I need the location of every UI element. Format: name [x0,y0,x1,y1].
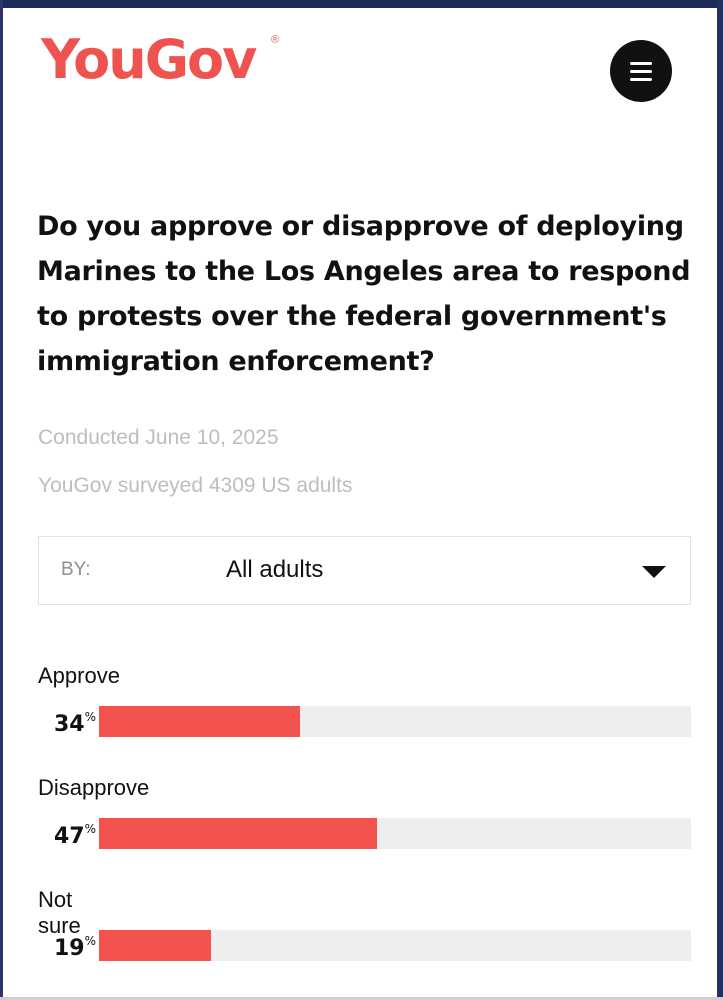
percent-value: 47 [53,824,85,849]
survey-date: Conducted June 10, 2025 [38,426,279,449]
survey-question: Do you approve or disapprove of deployin… [37,211,691,377]
result-bar-approve [99,706,301,737]
result-percent-disapprove: 47% [38,822,96,849]
filter-selected-value: All adults [226,556,324,583]
result-bar-disapprove [99,818,378,849]
menu-line [630,77,652,81]
result-bar-track-not-sure [99,930,691,961]
percent-unit: % [84,822,96,836]
result-label-approve: Approve [38,663,120,688]
percent-value: 34 [53,712,85,737]
result-bar-track-disapprove [99,818,691,849]
registered-mark: ® [271,34,280,46]
result-bar-track-approve [99,706,691,737]
window-right-edge [717,0,723,1000]
window-top-strip [0,0,723,8]
result-percent-not-sure: 19% [38,934,96,961]
result-bar-not-sure [99,930,212,961]
percent-unit: % [84,710,96,724]
chevron-down-icon[interactable] [642,566,666,578]
result-percent-approve: 34% [38,710,96,737]
window-left-edge [0,0,3,1000]
hamburger-menu-icon[interactable] [610,40,672,102]
window-bottom-edge [0,997,723,1000]
menu-line [630,69,652,73]
survey-sample: YouGov surveyed 4309 US adults [38,474,353,497]
menu-line [630,61,652,65]
percent-value: 19 [53,936,85,961]
yougov-logo[interactable]: YouGov [41,28,257,91]
survey-page: YouGov ® Do you approve or disapprove of… [3,8,717,1000]
audience-filter-dropdown[interactable]: BY: All adults [38,536,691,605]
result-label-disapprove: Disapprove [38,775,150,800]
result-label-not-sure: Not sure [38,887,81,938]
filter-by-label: BY: [61,559,91,580]
percent-unit: % [84,934,96,948]
